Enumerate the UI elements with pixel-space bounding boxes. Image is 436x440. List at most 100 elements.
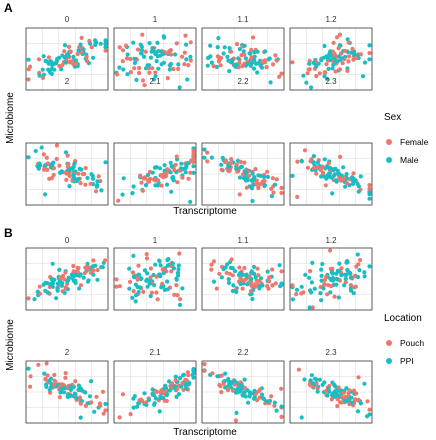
point-male	[117, 65, 122, 70]
legend-label-ppi: PPI	[400, 356, 414, 366]
point-ppi	[131, 274, 136, 279]
point-pouch	[254, 398, 260, 403]
point-ppi	[351, 291, 356, 296]
facet-strip-label: 0	[65, 236, 70, 245]
point-male	[238, 165, 243, 170]
point-ppi	[252, 388, 257, 393]
point-female	[62, 49, 67, 54]
point-ppi	[299, 284, 304, 289]
point-male	[250, 178, 255, 184]
point-pouch	[354, 391, 359, 396]
point-ppi	[307, 275, 312, 280]
point-female	[175, 180, 180, 185]
point-pouch	[82, 271, 87, 276]
point-male	[209, 155, 214, 160]
facet-grid-b: 0 1 1.1 1.2 2 2.1 2.2 2.3	[25, 236, 373, 424]
point-ppi	[136, 272, 141, 277]
point-female	[151, 177, 156, 182]
point-female	[172, 167, 177, 173]
point-female	[174, 154, 179, 159]
point-ppi	[26, 366, 31, 371]
point-male	[160, 52, 166, 57]
point-ppi	[342, 283, 347, 288]
point-ppi	[83, 390, 88, 395]
point-male	[263, 49, 268, 54]
point-male	[156, 66, 161, 71]
point-male	[162, 163, 167, 168]
point-pouch	[91, 268, 96, 273]
panel-border	[25, 247, 109, 311]
point-pouch	[144, 256, 150, 261]
point-male	[245, 178, 250, 183]
point-female	[148, 176, 153, 181]
ylabel-a: Microbiome	[5, 92, 16, 144]
point-female	[44, 167, 50, 172]
point-ppi	[50, 284, 56, 289]
point-ppi	[92, 409, 97, 414]
point-male	[85, 175, 90, 180]
point-pouch	[238, 276, 243, 281]
point-male	[178, 166, 184, 171]
point-female	[65, 153, 70, 158]
point-female	[223, 160, 228, 165]
point-female	[57, 163, 62, 168]
point-pouch	[347, 388, 352, 393]
point-female	[182, 50, 187, 55]
point-male	[255, 49, 260, 54]
point-pouch	[57, 395, 62, 400]
point-female	[128, 56, 133, 62]
point-male	[184, 42, 189, 47]
point-ppi	[167, 379, 172, 384]
point-pouch	[185, 370, 190, 375]
legend-label-male: Male	[400, 155, 419, 165]
point-male	[315, 160, 320, 165]
point-pouch	[138, 397, 144, 402]
point-male	[214, 64, 219, 70]
point-female	[350, 46, 355, 52]
point-female	[142, 175, 147, 180]
point-male	[256, 173, 261, 178]
point-pouch	[365, 399, 370, 404]
point-ppi	[315, 389, 320, 394]
point-pouch	[230, 388, 236, 393]
point-female	[45, 161, 51, 166]
point-female	[75, 51, 80, 57]
point-pouch	[339, 400, 345, 405]
facet-2-2: 2.2	[201, 77, 285, 206]
point-male	[202, 147, 207, 152]
point-male	[321, 55, 326, 60]
point-ppi	[171, 266, 176, 271]
panel-border	[201, 247, 285, 311]
point-pouch	[173, 378, 178, 383]
point-female	[305, 71, 310, 76]
facet-1-1: 1.1	[201, 15, 285, 91]
point-female	[367, 186, 372, 191]
point-ppi	[130, 295, 135, 300]
point-male	[145, 172, 151, 178]
point-male	[184, 57, 189, 62]
point-ppi	[127, 286, 132, 291]
point-female	[180, 54, 185, 59]
point-female	[159, 183, 164, 188]
point-female	[142, 83, 147, 88]
point-female	[143, 49, 148, 54]
point-female	[343, 48, 348, 54]
point-ppi	[355, 409, 361, 414]
facet-1-1: 1.1	[201, 236, 285, 311]
point-ppi	[54, 296, 59, 301]
point-male	[250, 198, 255, 204]
point-ppi	[158, 263, 163, 268]
point-male	[183, 166, 188, 171]
point-pouch	[52, 372, 57, 378]
facet-strip-label: 1	[153, 236, 158, 245]
point-pouch	[227, 271, 232, 276]
point-male	[62, 43, 68, 48]
point-male	[330, 191, 335, 196]
point-female	[124, 56, 129, 61]
point-female	[188, 40, 193, 45]
point-pouch	[44, 361, 49, 366]
point-ppi	[142, 391, 147, 396]
point-male	[227, 69, 232, 74]
point-male	[329, 175, 334, 180]
